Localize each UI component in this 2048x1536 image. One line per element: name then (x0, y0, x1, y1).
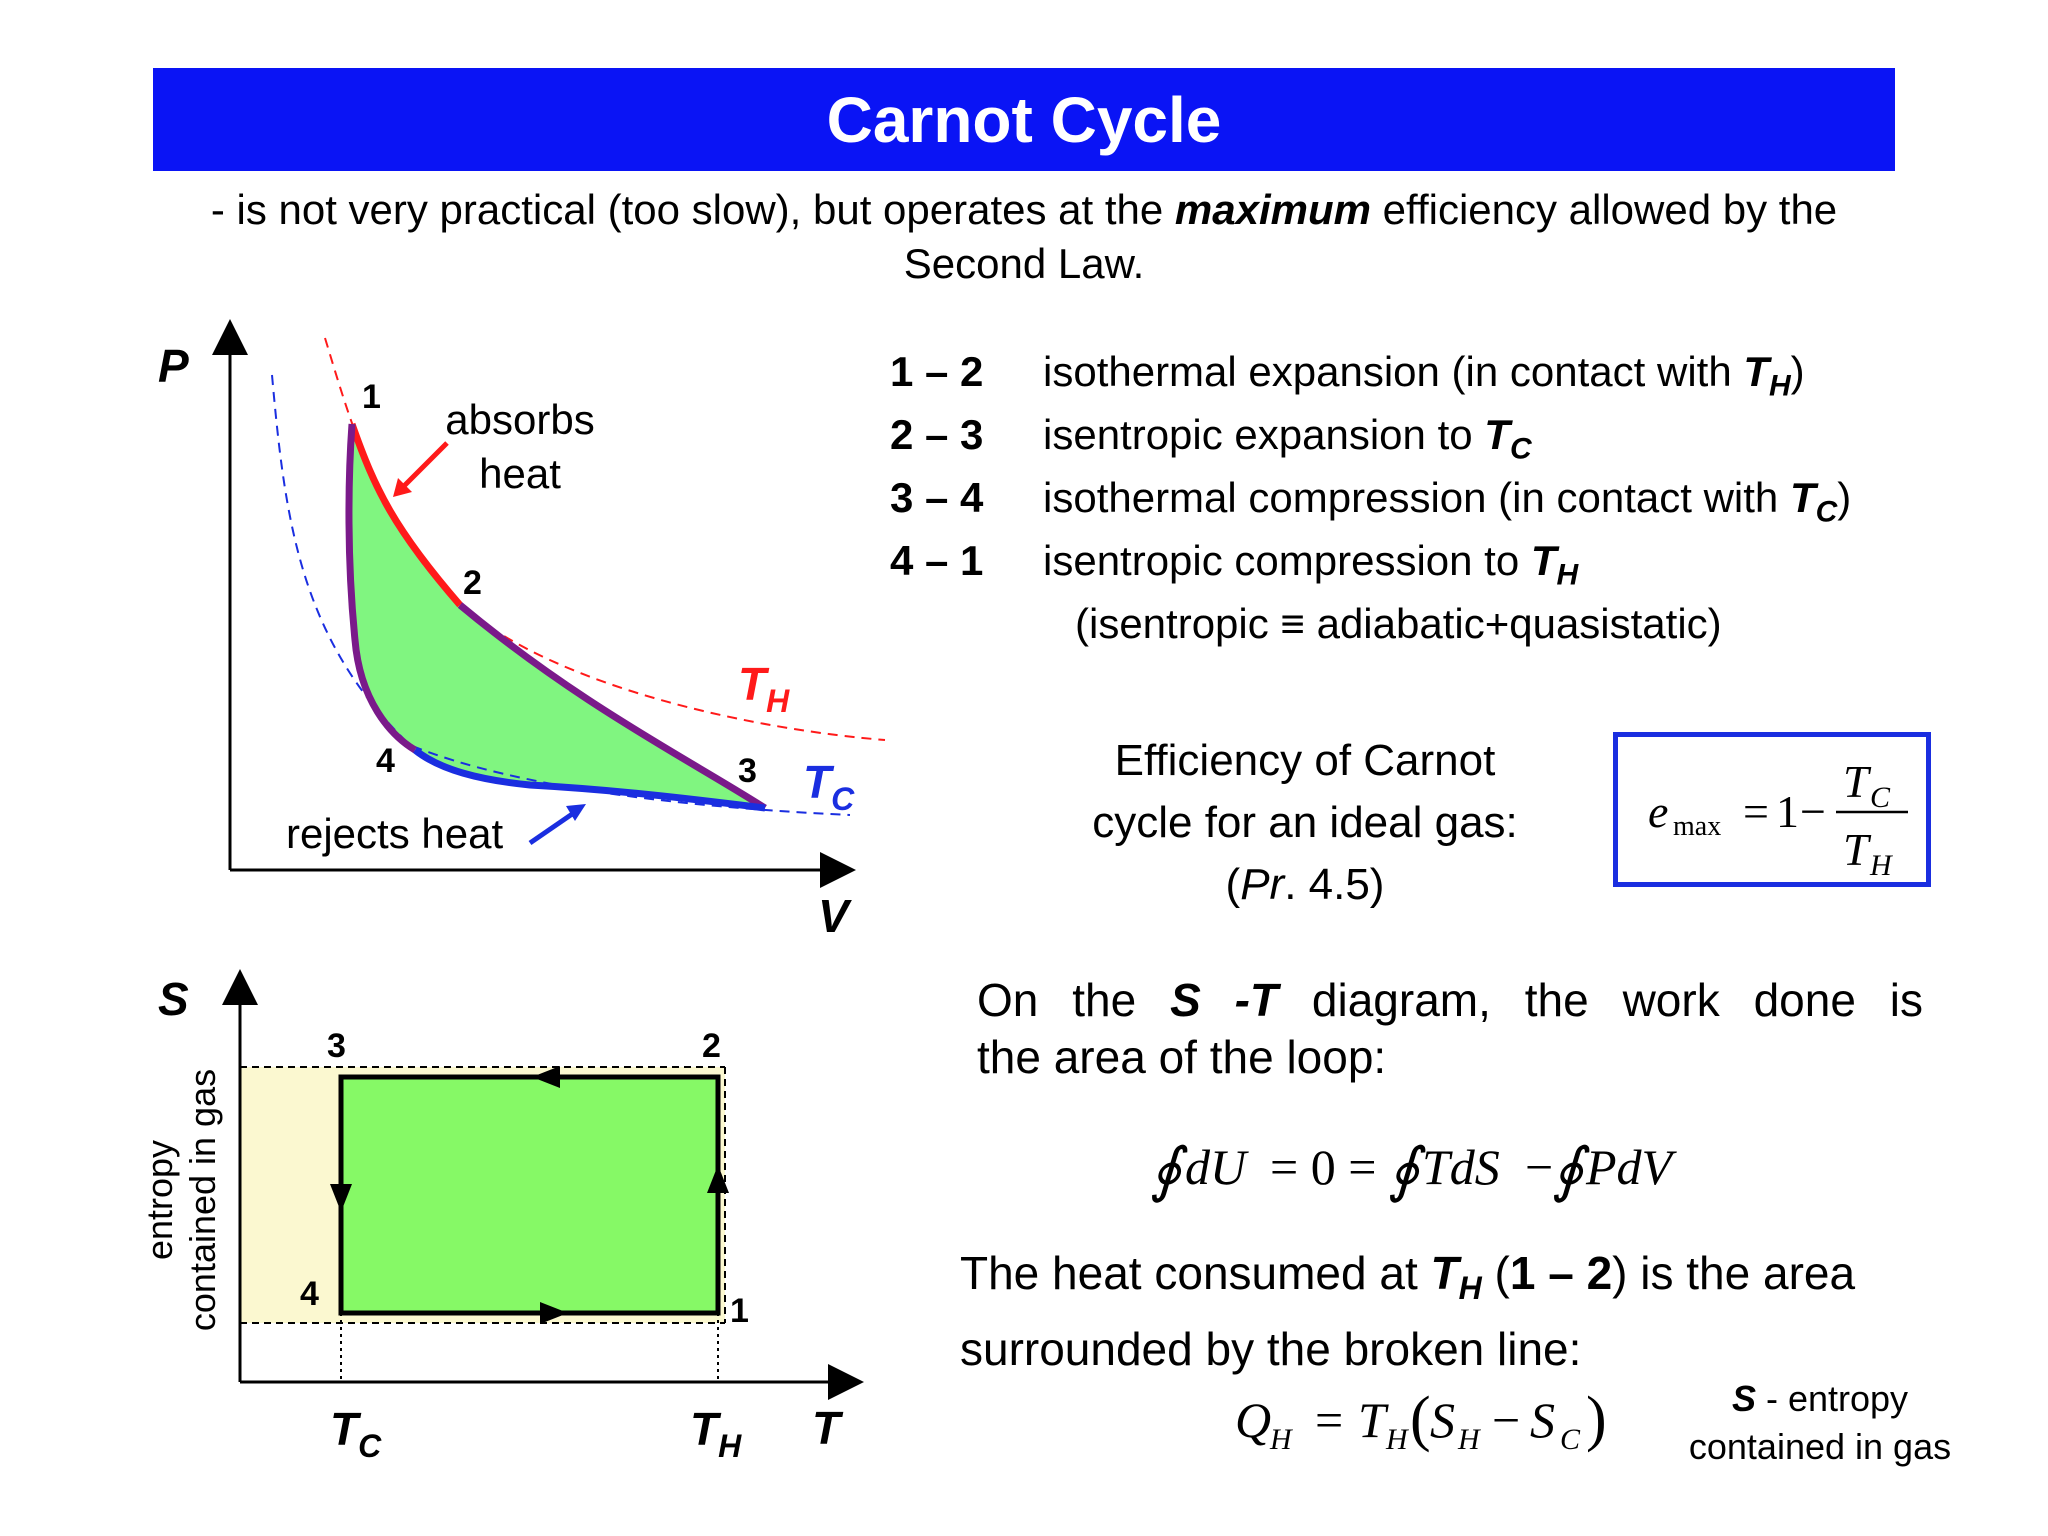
efficiency-ref: (Pr. 4.5) (1225, 860, 1385, 909)
svg-text:∮: ∮ (1150, 1137, 1188, 1203)
adiabat-4-1 (345, 423, 417, 754)
point-2-label: 2 (463, 564, 482, 602)
svg-text:1: 1 (1776, 786, 1799, 837)
cycle-loop (338, 1074, 721, 1316)
svg-text:S: S (1530, 1392, 1555, 1448)
point-4-label: 4 (300, 1275, 319, 1313)
svg-text:= 0 =: = 0 = (1270, 1139, 1376, 1195)
svg-text:=: = (1743, 786, 1769, 837)
v-axis-label: V (818, 890, 852, 942)
svg-text:TdS: TdS (1422, 1139, 1500, 1195)
svg-text:H: H (1869, 849, 1894, 882)
s-axis-label: S (158, 973, 189, 1025)
svg-text:dU: dU (1185, 1139, 1249, 1195)
tc-label: TC (803, 756, 855, 817)
isotherm-3-4 (412, 747, 766, 812)
point-1-label: 1 (730, 1292, 749, 1330)
subtitle-emphasis: maximum (1174, 186, 1371, 233)
svg-text:=: = (1315, 1392, 1343, 1448)
absorbs-arrow (396, 441, 449, 494)
rejects-label: rejects heat (286, 810, 503, 857)
adiabat-2-3 (457, 602, 767, 811)
process-desc: isentropic compression to TH (1043, 537, 1579, 592)
subtitle: - is not very practical (too slow), but … (150, 183, 1898, 291)
th-isotherm (324, 337, 886, 741)
svg-text:(: ( (1410, 1385, 1431, 1453)
svg-text:−: − (1492, 1392, 1520, 1448)
process-desc: isothermal compression (in contact with … (1043, 474, 1852, 529)
absorbs-label-1: absorbs (445, 396, 594, 443)
svg-text:T: T (1358, 1392, 1389, 1448)
loop-equation: ∮ dU = 0 = ∮ TdS − ∮ PdV (1150, 1137, 1678, 1203)
efficiency-text: Efficiency of Carnot cycle for an ideal … (1030, 730, 1580, 916)
svg-text:H: H (1269, 1423, 1294, 1456)
heat-paragraph-line-1: The heat consumed at TH (1 – 2) is the a… (960, 1247, 1856, 1307)
entropy-ylabel-2: contained in gas (182, 1069, 223, 1331)
t-axis-label: T (812, 1402, 844, 1454)
heat-paragraph: The heat consumed at TH (1 – 2) is the a… (960, 1243, 1855, 1380)
pv-diagram: P V 1 2 3 4 absorbs heat rejects heat TH… (158, 319, 886, 942)
arrow-right (707, 1165, 729, 1193)
subtitle-text-end: efficiency allowed by the Second Law. (903, 186, 1838, 287)
point-3-label: 3 (738, 752, 757, 790)
process-desc: isentropic expansion to TC (1043, 411, 1532, 466)
svg-text:−: − (1525, 1139, 1553, 1195)
point-4-label: 4 (376, 742, 395, 780)
svg-text:e: e (1648, 786, 1668, 837)
entropy-note: S - entropy contained in gas (1660, 1375, 1980, 1471)
efficiency-line-1: Efficiency of Carnot (1114, 736, 1496, 785)
tc-tick-label: TC (330, 1403, 382, 1464)
st-paragraph-line-2: the area of the loop: (977, 1031, 1387, 1083)
page-title: Carnot Cycle (826, 83, 1222, 156)
svg-text:H: H (1457, 1423, 1482, 1456)
absorbs-label-2: heat (479, 450, 561, 497)
svg-text:C: C (1560, 1423, 1581, 1456)
point-2-label: 2 (702, 1027, 721, 1065)
cycle-area (348, 424, 765, 808)
isentropic-note: (isentropic ≡ adiabatic+quasistatic) (1075, 600, 1722, 647)
svg-text:max: max (1673, 811, 1721, 842)
entropy-ylabel-1: entropy (139, 1140, 180, 1260)
entropy-note-line-2: contained in gas (1688, 1426, 1952, 1467)
svg-text:T: T (1843, 756, 1872, 807)
process-number: 3 – 4 (890, 474, 984, 521)
process-desc: isothermal expansion (in contact with TH… (1043, 348, 1805, 403)
th-tick-label: TH (690, 1403, 742, 1464)
entropy-note-line-1: S - entropy (1731, 1378, 1909, 1419)
process-number: 1 – 2 (890, 348, 984, 395)
svg-text:∮: ∮ (1388, 1137, 1426, 1203)
heat-equation: Q H = T H ( S H − S C ) (1235, 1385, 1607, 1456)
title-bar: Carnot Cycle (153, 68, 1895, 171)
svg-text:H: H (1385, 1423, 1410, 1456)
heat-paragraph-line-2: surrounded by the broken line: (960, 1323, 1582, 1376)
svg-text:PdV: PdV (1585, 1139, 1678, 1195)
point-3-label: 3 (327, 1027, 346, 1065)
svg-text:−: − (1800, 786, 1826, 837)
isotherm-1-2 (348, 422, 463, 608)
rejects-arrowhead (566, 804, 586, 821)
efficiency-line-2: cycle for an ideal gas: (1092, 798, 1518, 847)
tc-isotherm (271, 374, 851, 816)
process-number: 2 – 3 (890, 411, 984, 458)
absorbs-arrowhead (393, 478, 412, 497)
arrow-left (330, 1184, 352, 1212)
arrow-top (532, 1066, 560, 1088)
svg-text:S: S (1430, 1392, 1455, 1448)
process-number: 4 – 1 (890, 537, 984, 584)
efficiency-formula: e max = 1 − T C T H (1648, 756, 1908, 882)
subtitle-text: - is not very practical (too slow), but … (210, 186, 1175, 233)
point-1-label: 1 (362, 378, 381, 416)
st-paragraph-line-1: On the S -T diagram, the work done is (977, 974, 1923, 1026)
svg-text:T: T (1843, 824, 1872, 875)
rejects-arrow (528, 807, 580, 846)
svg-text:): ) (1586, 1385, 1607, 1453)
arrow-bottom (540, 1302, 568, 1324)
st-diagram: S T 3 2 4 1 entropy contained in gas TC … (139, 969, 864, 1464)
th-label: TH (738, 658, 790, 719)
svg-text:Q: Q (1235, 1392, 1271, 1448)
svg-text:C: C (1870, 781, 1891, 814)
p-axis-label: P (158, 340, 189, 392)
efficiency-formula-box: e max = 1 − T C T H (1613, 732, 1931, 887)
svg-text:∮: ∮ (1552, 1137, 1590, 1203)
